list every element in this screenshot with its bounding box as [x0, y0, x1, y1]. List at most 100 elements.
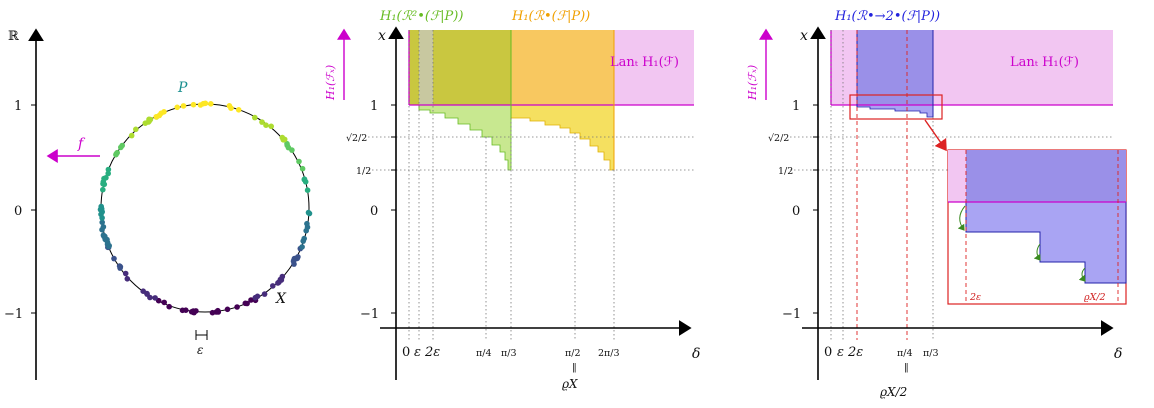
sample-point	[306, 210, 313, 217]
p3-blue-staircase	[856, 104, 934, 118]
p3-ytick-half: 1/2	[778, 166, 793, 177]
sample-point	[161, 299, 167, 306]
sample-point	[113, 150, 120, 157]
sample-point	[248, 297, 254, 303]
p3-blue-region	[857, 30, 933, 105]
panel3-side-label: H₁(ℱₓ)	[746, 65, 759, 101]
panel2-title-green: H₁(ℛ²•(ℱ|P))	[379, 9, 463, 24]
sample-point	[105, 170, 111, 177]
ytick-1: 1	[14, 99, 22, 114]
green-staircase	[418, 104, 512, 171]
epsilon-bracket: ε	[195, 330, 208, 357]
sample-point	[235, 107, 242, 113]
sample-point	[234, 304, 240, 310]
sample-point	[296, 158, 302, 165]
p3-ytick-1: 1	[792, 99, 800, 114]
panel3-red-guides	[856, 30, 908, 340]
p3-xtick-pi3: π/3	[923, 348, 939, 359]
sample-point	[101, 175, 107, 182]
p2-ytick-0: 0	[370, 204, 378, 219]
sample-point	[304, 187, 311, 193]
X-label: X	[275, 291, 287, 307]
sample-point	[299, 165, 306, 172]
p3-equals: ‖	[904, 362, 909, 373]
panel2-x-ticks: 0 ε 2ε π/4 π/3 π/2 2π/3 ‖ ϱX	[402, 345, 620, 391]
panel3-x-ticks: 0 ε 2ε π/4 π/3 ‖ ϱX/2	[824, 345, 939, 399]
f-label: f	[77, 136, 86, 152]
sample-point	[105, 166, 112, 173]
p3-xtick-pi4: π/4	[897, 348, 913, 359]
panel-two: x δ H₁(ℱₓ) 1 √2/2 1/2 0 −1 0 ε 2ε π/4 π/…	[324, 9, 700, 391]
sample-point	[102, 233, 108, 240]
sample-point	[215, 308, 221, 315]
sample-point	[111, 255, 117, 262]
sample-point	[224, 306, 231, 313]
sample-point	[99, 219, 105, 226]
sample-point	[156, 112, 163, 119]
sample-point	[303, 227, 310, 234]
eps-label: ε	[197, 343, 203, 357]
panel3-title-blue: H₁(ℛ•→2•(ℱ|P))	[834, 9, 940, 24]
panel2-lan-label: Lanₜ H₁(ℱ)	[610, 55, 679, 70]
sample-point	[226, 103, 233, 109]
gray-strip	[419, 30, 433, 105]
sample-point	[190, 308, 197, 314]
panel2-side-label: H₁(ℱₓ)	[324, 65, 337, 101]
sample-point	[122, 270, 129, 277]
sample-point	[208, 101, 214, 107]
sample-point	[128, 132, 135, 139]
p3-rho: ϱX/2	[880, 385, 907, 399]
p3-xtick-0: 0	[824, 345, 832, 360]
sample-point	[146, 118, 152, 125]
sample-point	[290, 258, 297, 265]
real-axis-label: ℝ	[8, 29, 20, 44]
sample-point	[263, 122, 269, 128]
zoom-inset: 2ε ϱX/2	[947, 149, 1127, 305]
sample-point	[133, 126, 139, 133]
p2-xtick-2eps: 2ε	[424, 345, 440, 360]
sample-point	[106, 242, 112, 249]
panel3-y-label: x	[800, 28, 808, 44]
panel3-lan-label: Lanₜ H₁(ℱ)	[1010, 55, 1079, 70]
sample-point	[174, 104, 180, 111]
sample-points	[97, 100, 313, 316]
sample-point	[259, 119, 265, 125]
sample-point	[300, 238, 307, 244]
p2-xtick-pi3: π/3	[501, 348, 517, 359]
panel-circle: ℝ 1 0 −1 f P X ε	[4, 28, 313, 380]
p2-xtick-pi2: π/2	[565, 348, 581, 359]
sample-point	[202, 100, 209, 107]
zoom-arrow	[924, 119, 947, 152]
p2-xtick-0: 0	[402, 345, 410, 360]
ytick-0: 0	[14, 204, 22, 219]
panel2-guides	[368, 30, 694, 340]
panel3-y-ticks: 1 √2/2 1/2 0 −1	[768, 99, 818, 322]
panel2-y-ticks: 1 √2/2 1/2 0 −1	[346, 99, 396, 322]
p3-xtick-eps: ε	[837, 345, 844, 360]
sample-point	[124, 276, 131, 282]
ytick-neg1: −1	[4, 307, 23, 322]
sample-point	[144, 290, 150, 297]
sample-point	[270, 283, 276, 289]
sample-point	[180, 103, 187, 109]
sample-point	[281, 136, 288, 143]
p2-equals: ‖	[572, 362, 577, 373]
sample-point	[98, 203, 104, 210]
p2-xtick-eps: ε	[414, 345, 421, 360]
sample-point	[244, 300, 250, 307]
sample-point	[254, 293, 261, 300]
zoom-box	[849, 94, 943, 120]
sample-point	[101, 181, 108, 188]
p2-ytick-neg1: −1	[360, 307, 379, 322]
p2-xtick-2pi3: 2π/3	[598, 348, 620, 359]
p3-xtick-2eps: 2ε	[847, 345, 863, 360]
sample-point	[161, 109, 167, 115]
sample-point	[299, 244, 305, 250]
sample-point	[302, 179, 309, 185]
p2-ytick-sqrt2: √2/2	[346, 133, 367, 144]
sample-point	[99, 226, 105, 233]
p2-rho: ϱX	[562, 377, 578, 391]
panel2-title-orange: H₁(ℛ•(ℱ|P))	[511, 9, 590, 24]
sample-point	[166, 303, 172, 310]
panel2-x-label: δ	[692, 346, 700, 362]
